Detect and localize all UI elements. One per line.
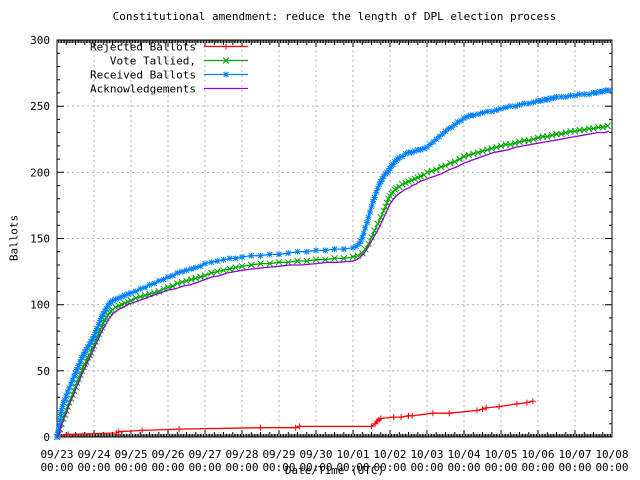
x-tick-time-label: 00:00 [521, 461, 554, 474]
x-tick-time-label: 00:00 [299, 461, 332, 474]
y-tick-label: 150 [30, 233, 50, 246]
x-tick-time-label: 00:00 [114, 461, 147, 474]
x-tick-date-label: 09/25 [114, 448, 147, 461]
x-tick-time-label: 00:00 [336, 461, 369, 474]
y-tick-label: 100 [30, 299, 50, 312]
x-tick-time-label: 00:00 [151, 461, 184, 474]
y-tick-label: 250 [30, 100, 50, 113]
x-tick-date-label: 10/02 [373, 448, 406, 461]
legend-label-rejected-ballots: Rejected Ballots [90, 41, 196, 54]
x-tick-time-label: 00:00 [225, 461, 258, 474]
x-tick-time-label: 00:00 [77, 461, 110, 474]
y-tick-label: 200 [30, 166, 50, 179]
series-acknowledgements-line [56, 130, 610, 438]
plot-border [56, 39, 613, 438]
x-tick-time-label: 00:00 [188, 461, 221, 474]
series-vote-tallied-markers [53, 122, 611, 441]
x-tick-date-label: 09/30 [299, 448, 332, 461]
x-tick-date-label: 10/08 [595, 448, 628, 461]
x-axis-label: Date/Time (UTC) [284, 464, 385, 477]
x-tick-time-label: 00:00 [595, 461, 628, 474]
x-tick-date-label: 09/27 [188, 448, 221, 461]
x-tick-date-label: 10/03 [410, 448, 443, 461]
x-tick-date-label: 09/26 [151, 448, 184, 461]
x-tick-date-label: 10/06 [521, 448, 554, 461]
x-tick-date-label: 10/05 [484, 448, 517, 461]
gridlines [57, 40, 612, 437]
legend-label-vote-tallied: Vote Tallied, [110, 55, 196, 68]
x-tick-date-label: 10/04 [447, 448, 480, 461]
x-tick-date-label: 09/24 [77, 448, 110, 461]
legend-sample-marker-vote-tallied [222, 57, 230, 64]
x-tick-time-label: 00:00 [373, 461, 406, 474]
series-rejected-ballots-line [56, 400, 533, 438]
legend-sample-marker-received-ballots [223, 71, 229, 78]
x-tick-time-label: 00:00 [410, 461, 443, 474]
legend-label-acknowledgements: Acknowledgements [90, 83, 196, 96]
x-tick-time-label: 00:00 [40, 461, 73, 474]
x-tick-date-label: 09/29 [262, 448, 295, 461]
y-tick-label: 0 [43, 431, 50, 444]
y-tick-label: 300 [30, 34, 50, 47]
x-tick-time-label: 00:00 [558, 461, 591, 474]
legend-sample-marker-rejected-ballots [223, 43, 229, 50]
x-tick-time-label: 00:00 [262, 461, 295, 474]
x-tick-time-label: 00:00 [447, 461, 480, 474]
x-tick-date-label: 09/28 [225, 448, 258, 461]
chart-title: Constitutional amendment: reduce the len… [112, 10, 557, 23]
x-tick-date-label: 10/07 [558, 448, 591, 461]
x-tick-time-label: 00:00 [484, 461, 517, 474]
legend-label-received-ballots: Received Ballots [90, 69, 196, 82]
y-tick-label: 50 [37, 365, 50, 378]
x-tick-date-label: 10/01 [336, 448, 369, 461]
x-tick-date-label: 09/23 [40, 448, 73, 461]
